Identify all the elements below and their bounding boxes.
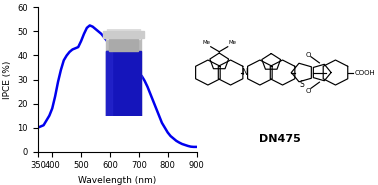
- Text: Me: Me: [202, 40, 210, 45]
- X-axis label: Wavelength (nm): Wavelength (nm): [78, 176, 156, 185]
- Text: O: O: [305, 52, 311, 58]
- Text: N: N: [242, 68, 248, 77]
- Y-axis label: IPCE (%): IPCE (%): [3, 60, 12, 99]
- Text: O: O: [305, 88, 311, 93]
- Text: DN475: DN475: [259, 134, 301, 144]
- Text: COOH: COOH: [355, 70, 375, 75]
- Text: Me: Me: [228, 40, 237, 45]
- Text: S: S: [300, 80, 304, 89]
